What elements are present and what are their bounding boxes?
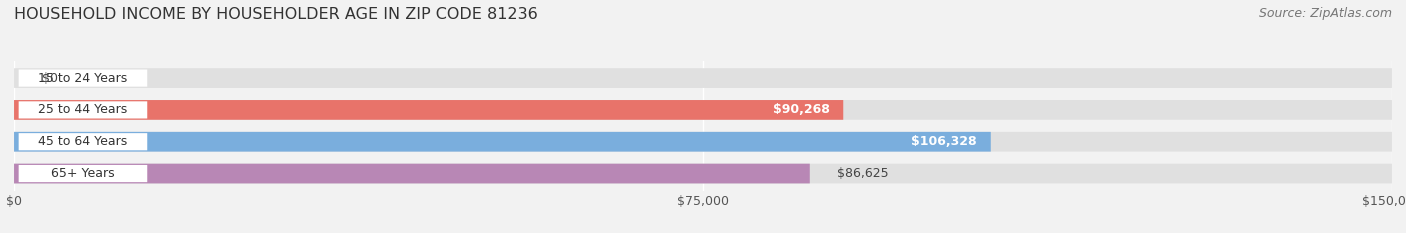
FancyBboxPatch shape (14, 132, 991, 152)
FancyBboxPatch shape (18, 69, 148, 87)
FancyBboxPatch shape (18, 133, 148, 150)
FancyBboxPatch shape (14, 100, 1392, 120)
FancyBboxPatch shape (18, 165, 148, 182)
FancyBboxPatch shape (14, 132, 1392, 152)
Text: 25 to 44 Years: 25 to 44 Years (38, 103, 128, 116)
FancyBboxPatch shape (14, 68, 1392, 88)
Text: 45 to 64 Years: 45 to 64 Years (38, 135, 128, 148)
Text: $0: $0 (42, 72, 58, 85)
FancyBboxPatch shape (18, 101, 148, 119)
Text: 65+ Years: 65+ Years (51, 167, 115, 180)
FancyBboxPatch shape (14, 164, 810, 183)
Text: HOUSEHOLD INCOME BY HOUSEHOLDER AGE IN ZIP CODE 81236: HOUSEHOLD INCOME BY HOUSEHOLDER AGE IN Z… (14, 7, 538, 22)
Text: 15 to 24 Years: 15 to 24 Years (38, 72, 128, 85)
Text: Source: ZipAtlas.com: Source: ZipAtlas.com (1258, 7, 1392, 20)
Text: $90,268: $90,268 (772, 103, 830, 116)
FancyBboxPatch shape (14, 100, 844, 120)
Text: $106,328: $106,328 (911, 135, 977, 148)
Text: $86,625: $86,625 (838, 167, 889, 180)
FancyBboxPatch shape (14, 164, 1392, 183)
